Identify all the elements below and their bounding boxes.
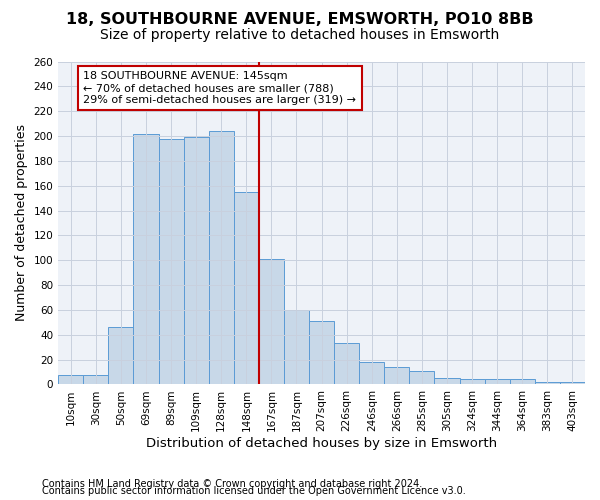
Bar (284, 310, 309, 384)
Bar (359, 362, 385, 384)
Bar (58, 374, 83, 384)
Bar (385, 367, 409, 384)
Bar (209, 131, 234, 384)
Y-axis label: Number of detached properties: Number of detached properties (15, 124, 28, 322)
Bar (334, 344, 359, 384)
Bar (409, 371, 434, 384)
Bar (109, 328, 133, 384)
Bar (234, 192, 259, 384)
Text: Contains public sector information licensed under the Open Government Licence v3: Contains public sector information licen… (42, 486, 466, 496)
Bar (560, 382, 585, 384)
Bar (510, 380, 535, 384)
Bar (83, 374, 109, 384)
Bar (259, 259, 284, 384)
Bar (133, 134, 158, 384)
Text: Size of property relative to detached houses in Emsworth: Size of property relative to detached ho… (100, 28, 500, 42)
Bar (460, 380, 485, 384)
Text: 18 SOUTHBOURNE AVENUE: 145sqm
← 70% of detached houses are smaller (788)
29% of : 18 SOUTHBOURNE AVENUE: 145sqm ← 70% of d… (83, 72, 356, 104)
Bar (309, 321, 334, 384)
Text: Contains HM Land Registry data © Crown copyright and database right 2024.: Contains HM Land Registry data © Crown c… (42, 479, 422, 489)
Bar (184, 138, 209, 384)
Bar (158, 138, 184, 384)
Bar (434, 378, 460, 384)
Text: 18, SOUTHBOURNE AVENUE, EMSWORTH, PO10 8BB: 18, SOUTHBOURNE AVENUE, EMSWORTH, PO10 8… (66, 12, 534, 28)
Bar (485, 380, 510, 384)
Bar (535, 382, 560, 384)
X-axis label: Distribution of detached houses by size in Emsworth: Distribution of detached houses by size … (146, 437, 497, 450)
